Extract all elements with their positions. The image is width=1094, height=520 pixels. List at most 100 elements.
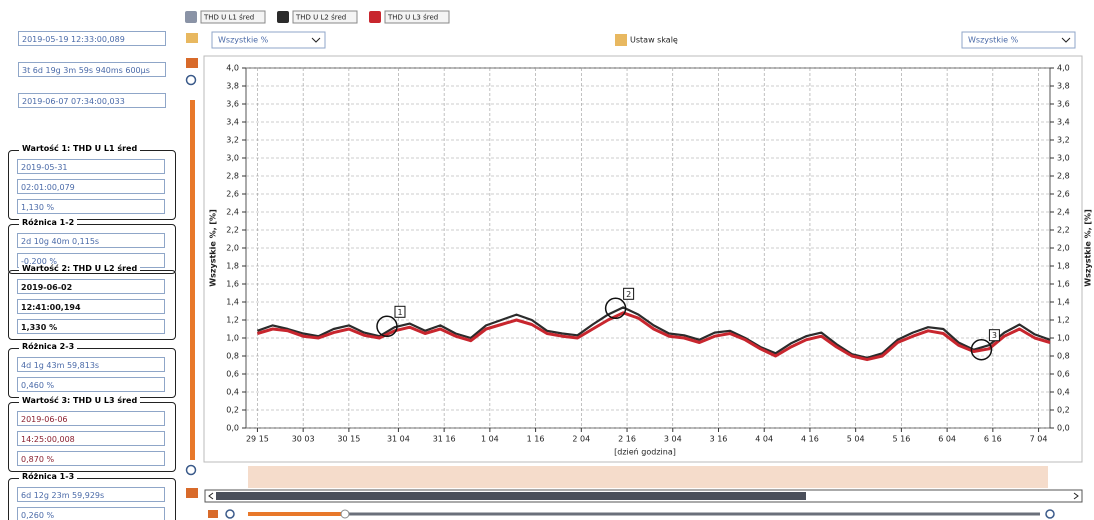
tool-icon[interactable] (186, 33, 198, 43)
tool-icon[interactable] (186, 488, 198, 498)
group-title: Różnica 1-2 (19, 218, 78, 227)
dropdown-arrow (311, 37, 321, 43)
tool-icon[interactable] (208, 510, 218, 518)
y-tick-label: 1,4 (226, 298, 239, 307)
zoom-icon[interactable] (185, 464, 197, 476)
value-field[interactable]: 1,330 % (17, 319, 165, 334)
slider-handle[interactable] (340, 509, 350, 519)
x-axis-label: [dzień godzina] (614, 448, 676, 457)
marker-label-box (394, 305, 406, 318)
x-tick-label: 30 15 (337, 435, 360, 444)
tool-icon[interactable] (186, 58, 198, 68)
value-group: Różnica 1-3 6d 12g 23m 59,929s 0,260 % (8, 472, 176, 520)
legend-swatch[interactable] (277, 11, 289, 23)
legend-button[interactable] (384, 10, 450, 24)
value-group: Wartość 3: THD U L3 śred 2019-06-06 14:25:… (8, 396, 176, 472)
vertical-slider[interactable] (190, 100, 195, 460)
value-group: Różnica 2-3 4d 1g 43m 59,813s 0,460 % (8, 342, 176, 398)
scale-button[interactable]: Ustaw skalę (630, 36, 678, 45)
scroll-arrows[interactable] (208, 492, 1079, 500)
value-field[interactable]: 0,260 % (17, 507, 165, 520)
x-tick-label: 31 04 (387, 435, 410, 444)
y2-tick-label: 2,8 (1057, 172, 1070, 181)
y-tick-label: 3,4 (226, 118, 239, 127)
y2-tick-label: 2,0 (1057, 244, 1070, 253)
legend-button[interactable] (200, 10, 266, 24)
y2-axis-label: Wszystkie %, [%] (1084, 209, 1093, 286)
value-group: Wartość 2: THD U L2 śred 2019-06-02 12:41:… (8, 264, 176, 340)
time-span[interactable]: 3t 6d 19g 3m 59s 940ms 600µs (18, 62, 166, 77)
value-field[interactable]: 02:01:00,079 (17, 179, 165, 194)
x-tick-label: 5 16 (892, 435, 910, 444)
y2-tick-label: 1,0 (1057, 334, 1070, 343)
y-tick-label: 0,2 (226, 406, 239, 415)
dropdown-arrow (1061, 37, 1071, 43)
y2-tick-label: 4,0 (1057, 64, 1070, 73)
x-tick-label: 3 16 (710, 435, 728, 444)
x-tick-label: 3 04 (664, 435, 682, 444)
end-time[interactable]: 2019-06-07 07:34:00,033 (18, 93, 166, 108)
y2-tick-label: 0,0 (1057, 424, 1070, 433)
value-field[interactable]: 2019-06-02 (17, 279, 165, 294)
y2-tick-label: 1,6 (1057, 280, 1070, 289)
y-tick-label: 2,0 (226, 244, 239, 253)
y-tick-label: 3,8 (226, 82, 239, 91)
y2-tick-label: 2,6 (1057, 190, 1070, 199)
value-field[interactable]: 2019-05-31 (17, 159, 165, 174)
y2-tick-label: 2,2 (1057, 226, 1070, 235)
scale-icon (615, 34, 627, 46)
legend-swatch[interactable] (185, 11, 197, 23)
cursor-time[interactable]: 2019-05-19 12:33:00,089 (18, 31, 166, 46)
x-tick-label: 6 16 (984, 435, 1002, 444)
y2-tick-label: 3,2 (1057, 136, 1070, 145)
value-group: Wartość 1: THD U L1 śred 2019-05-31 02:01:… (8, 144, 176, 220)
value-field[interactable]: 6d 12g 23m 59,929s (17, 487, 165, 502)
left-select[interactable] (211, 31, 326, 49)
y-tick-label: 3,2 (226, 136, 239, 145)
legend-button[interactable] (292, 10, 358, 24)
x-tick-label: 31 16 (433, 435, 456, 444)
x-tick-label: 29 15 (246, 435, 269, 444)
y-tick-label: 2,8 (226, 172, 239, 181)
legend-label: THD U L1 śred (203, 14, 254, 22)
y-tick-label: 3,0 (226, 154, 239, 163)
value-field[interactable]: 14:25:00,008 (17, 431, 165, 446)
y2-tick-label: 0,6 (1057, 370, 1070, 379)
zoom-icon[interactable] (185, 74, 197, 86)
x-tick-label: 1 16 (527, 435, 545, 444)
legend-swatch[interactable] (369, 11, 381, 23)
cursor-marker[interactable] (604, 297, 627, 320)
y-tick-label: 2,2 (226, 226, 239, 235)
cursor-marker[interactable] (376, 315, 398, 338)
cursor-marker[interactable] (970, 338, 993, 361)
value-field[interactable]: 4d 1g 43m 59,813s (17, 357, 165, 372)
zoom-icon[interactable] (225, 509, 235, 519)
x-tick-label: 6 04 (938, 435, 956, 444)
left-select-text: Wszystkie % (218, 36, 269, 45)
right-select-text: Wszystkie % (968, 36, 1019, 45)
value-field[interactable]: 1,130 % (17, 199, 165, 214)
value-field[interactable]: 2d 10g 40m 0,115s (17, 233, 165, 248)
y-tick-label: 1,0 (226, 334, 239, 343)
marker-label: 2 (626, 290, 631, 299)
y2-tick-label: 1,2 (1057, 316, 1070, 325)
marker-label: 1 (397, 308, 402, 317)
marker-label-box (623, 287, 635, 300)
right-select[interactable] (961, 31, 1076, 49)
value-field[interactable]: 0,870 % (17, 451, 165, 466)
scrollbar-thumb[interactable] (216, 492, 806, 500)
y-axis-label: Wszystkie %, [%] (209, 209, 218, 286)
value-field[interactable]: 0,460 % (17, 377, 165, 392)
y2-tick-label: 3,8 (1057, 82, 1070, 91)
legend-label: THD U L2 śred (295, 14, 346, 22)
x-tick-label: 1 04 (481, 435, 499, 444)
overview-band[interactable] (248, 466, 1048, 488)
value-field[interactable]: 12:41:00,194 (17, 299, 165, 314)
x-tick-label: 5 04 (847, 435, 865, 444)
x-tick-label: 2 04 (572, 435, 590, 444)
zoom-icon[interactable] (1045, 509, 1055, 519)
y2-tick-label: 3,6 (1057, 100, 1070, 109)
value-field[interactable]: 2019-06-06 (17, 411, 165, 426)
y-tick-label: 4,0 (226, 64, 239, 73)
